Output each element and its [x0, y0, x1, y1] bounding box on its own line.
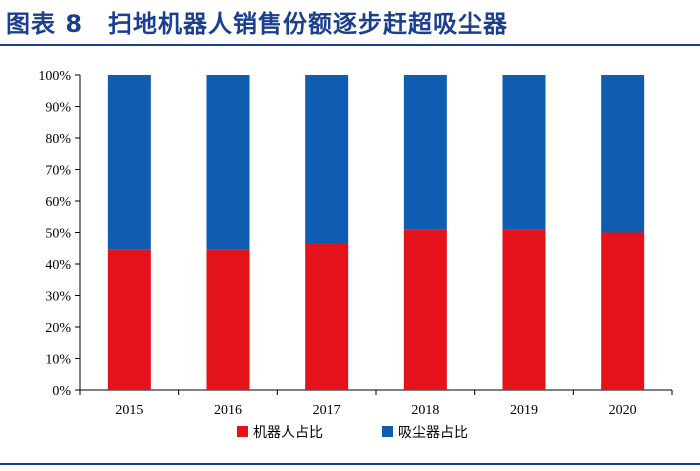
bars — [107, 75, 645, 390]
x-tick-label: 2015 — [115, 403, 143, 418]
legend-label: 吸尘器占比 — [398, 425, 468, 441]
bar-vacuum-2015 — [107, 75, 151, 250]
bar-robot-2017 — [305, 243, 349, 390]
x-tick-label: 2016 — [214, 403, 242, 418]
legend-label: 机器人占比 — [253, 425, 323, 441]
title-divider — [0, 44, 700, 46]
bar-vacuum-2016 — [206, 75, 250, 250]
y-tick-label: 10% — [45, 353, 71, 368]
y-tick-label: 80% — [45, 132, 71, 147]
x-tick-label: 2018 — [411, 403, 439, 418]
title-bar: 图表 8 扫地机器人销售份额逐步赶超吸尘器 — [0, 0, 700, 44]
bar-vacuum-2019 — [502, 75, 546, 230]
chart-title: 图表 8 扫地机器人销售份额逐步赶超吸尘器 — [6, 10, 509, 38]
bottom-divider — [0, 463, 700, 465]
bar-robot-2020 — [601, 232, 645, 390]
bar-vacuum-2020 — [601, 75, 645, 233]
y-tick-label: 70% — [45, 164, 71, 179]
bar-robot-2016 — [206, 249, 250, 390]
y-tick-label: 60% — [45, 195, 71, 210]
y-tick-label: 30% — [45, 290, 71, 305]
bar-robot-2018 — [403, 229, 447, 390]
axes: 0% 10% 20% 30% 40% 50% 60% 70% 80% 90% 100% 2015 201… — [38, 69, 673, 418]
bar-robot-2015 — [107, 249, 151, 390]
x-tick-label: 2017 — [313, 403, 341, 418]
legend: 机器人占比 吸尘器占比 — [237, 425, 468, 441]
legend-swatch — [382, 426, 393, 437]
y-tick-label: 20% — [45, 321, 71, 336]
x-tick-label: 2020 — [609, 403, 637, 418]
bar-robot-2019 — [502, 229, 546, 390]
y-tick-label: 90% — [45, 101, 71, 116]
y-tick-label: 100% — [38, 69, 71, 84]
legend-swatch — [237, 426, 248, 437]
x-tick-label: 2019 — [510, 403, 538, 418]
bar-vacuum-2018 — [403, 75, 447, 230]
bar-vacuum-2017 — [305, 75, 349, 244]
y-tick-label: 0% — [52, 384, 71, 399]
y-tick-label: 50% — [45, 227, 71, 242]
y-tick-label: 40% — [45, 258, 71, 273]
